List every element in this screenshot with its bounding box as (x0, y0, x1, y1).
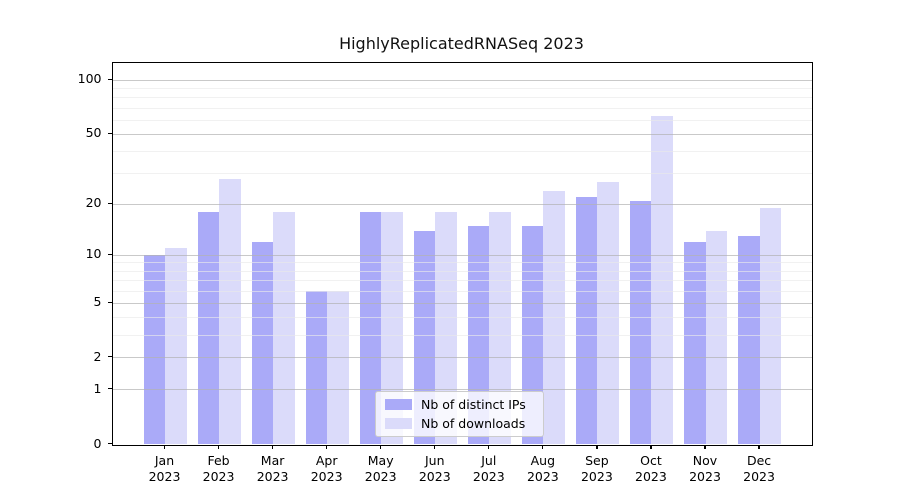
bar-nb-of-distinct-ips-dec (738, 236, 760, 445)
legend-swatch-downloads (385, 417, 412, 429)
gridline-minor-80 (113, 97, 812, 99)
x-tick-label-may: May 2023 (364, 452, 397, 485)
y-tick-mark-100 (107, 78, 113, 81)
x-tick-mark-may (380, 444, 382, 450)
legend-item-distinct-ips: Nb of distinct IPs (376, 397, 543, 412)
x-tick-label-aug: Aug 2023 (526, 452, 559, 485)
bar-nb-of-distinct-ips-sep (575, 197, 598, 445)
legend: Nb of distinct IPs Nb of downloads (375, 391, 544, 437)
bar-nb-of-downloads-may (381, 212, 403, 445)
x-tick-label-dec: Dec 2023 (743, 452, 775, 485)
x-tick-mark-aug (542, 444, 544, 450)
bar-nb-of-downloads-sep (597, 181, 619, 445)
gridline-major-5 (113, 302, 812, 304)
x-tick-mark-jun (434, 444, 436, 450)
bar-nb-of-downloads-nov (705, 230, 727, 445)
y-tick-label-1: 1 (93, 380, 102, 396)
bar-nb-of-downloads-apr (327, 291, 349, 445)
gridline-minor-70 (113, 107, 812, 109)
x-tick-mark-nov (704, 444, 706, 450)
x-tick-mark-dec (758, 444, 760, 450)
gridline-minor-7 (113, 279, 812, 281)
plot-area (112, 62, 813, 446)
bar-nb-of-downloads-feb (219, 178, 241, 445)
gridline-major-10 (113, 254, 812, 256)
gridline-major-2 (113, 357, 812, 359)
x-tick-label-oct: Oct 2023 (635, 452, 667, 485)
gridline-major-1 (113, 389, 812, 391)
bar-nb-of-downloads-dec (759, 208, 782, 445)
gridline-minor-90 (113, 88, 812, 90)
bar-nb-of-downloads-jan (165, 248, 187, 445)
bar-nb-of-distinct-ips-may (359, 212, 382, 445)
gridline-minor-4 (113, 317, 812, 319)
x-tick-label-apr: Apr 2023 (310, 452, 343, 485)
y-tick-mark-50 (107, 132, 113, 134)
y-tick-mark-20 (107, 202, 113, 204)
gridline-major-100 (113, 79, 812, 81)
gridline-minor-40 (113, 151, 812, 153)
bar-nb-of-distinct-ips-oct (629, 200, 652, 445)
gridline-minor-60 (113, 119, 812, 121)
y-tick-mark-10 (107, 253, 113, 255)
y-tick-label-5: 5 (93, 294, 102, 310)
bar-nb-of-downloads-jun (435, 212, 457, 445)
y-tick-label-100: 100 (77, 71, 102, 87)
x-tick-mark-apr (326, 444, 328, 450)
bar-nb-of-downloads-jul (489, 212, 511, 445)
y-tick-label-50: 50 (85, 125, 102, 141)
y-tick-mark-2 (107, 356, 113, 358)
legend-swatch-distinct-ips (385, 399, 412, 411)
x-tick-label-jan: Jan 2023 (148, 452, 181, 485)
x-tick-label-jun: Jun 2023 (418, 452, 451, 485)
legend-item-downloads: Nb of downloads (376, 416, 543, 431)
gridline-major-50 (113, 133, 812, 135)
x-tick-mark-sep (596, 444, 598, 450)
legend-label-downloads: Nb of downloads (421, 415, 526, 431)
bar-nb-of-distinct-ips-mar (251, 242, 274, 445)
x-tick-mark-mar (271, 444, 274, 450)
bar-nb-of-distinct-ips-apr (305, 291, 328, 445)
x-tick-label-sep: Sep 2023 (580, 452, 613, 485)
bar-nb-of-distinct-ips-jan (143, 255, 165, 445)
bar-nb-of-downloads-mar (273, 212, 295, 445)
x-tick-mark-oct (650, 444, 652, 450)
gridline-minor-3 (113, 334, 812, 336)
gridline-minor-8 (113, 270, 812, 272)
y-tick-mark-5 (107, 301, 113, 303)
x-tick-mark-feb (217, 444, 220, 450)
y-tick-mark-0 (107, 442, 113, 445)
x-tick-mark-jul (488, 444, 490, 450)
chart-title: HighlyReplicatedRNASeq 2023 (339, 34, 584, 53)
gridline-minor-6 (113, 290, 812, 292)
x-tick-label-nov: Nov 2023 (689, 452, 721, 485)
x-tick-mark-jan (163, 444, 166, 450)
gridline-minor-9 (113, 262, 812, 264)
y-tick-label-2: 2 (93, 348, 102, 364)
gridline-major-20 (113, 203, 812, 205)
legend-label-distinct-ips: Nb of distinct IPs (421, 397, 526, 413)
y-tick-mark-1 (107, 388, 113, 390)
y-tick-label-10: 10 (85, 246, 102, 262)
x-tick-label-jul: Jul 2023 (472, 452, 505, 485)
bar-nb-of-distinct-ips-nov (684, 242, 706, 445)
x-tick-label-mar: Mar 2023 (256, 452, 289, 485)
y-tick-label-20: 20 (85, 195, 102, 211)
x-tick-label-feb: Feb 2023 (202, 452, 235, 485)
bar-nb-of-distinct-ips-feb (197, 212, 220, 445)
gridline-minor-30 (113, 173, 812, 175)
y-tick-label-0: 0 (93, 435, 102, 451)
